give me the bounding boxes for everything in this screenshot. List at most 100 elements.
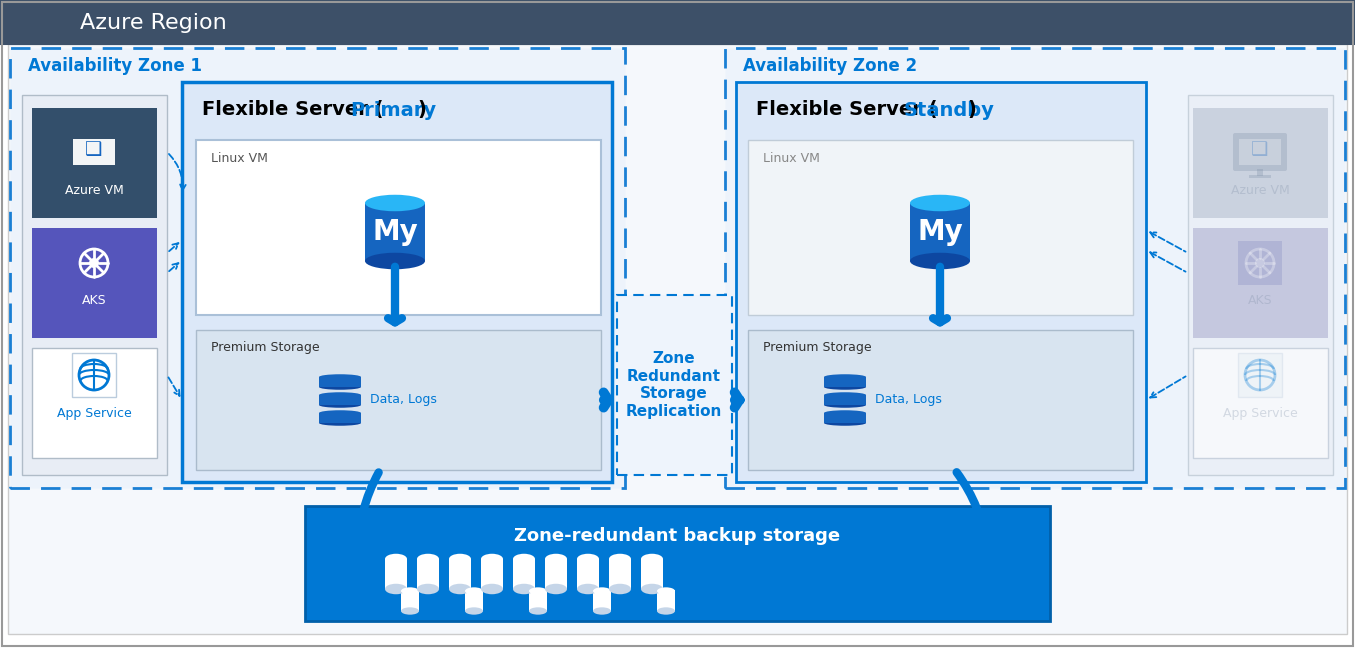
Text: My: My: [373, 218, 417, 246]
Ellipse shape: [385, 554, 406, 564]
Bar: [1192, 108, 1328, 218]
Text: Premium Storage: Premium Storage: [211, 341, 320, 354]
Bar: [22, 95, 167, 475]
Bar: [1238, 139, 1280, 165]
Bar: [449, 559, 472, 589]
Bar: [824, 377, 866, 387]
Bar: [736, 82, 1146, 482]
Text: Data, Logs: Data, Logs: [370, 393, 436, 406]
Ellipse shape: [657, 587, 675, 595]
Bar: [465, 590, 482, 611]
FancyBboxPatch shape: [1233, 133, 1287, 171]
Ellipse shape: [318, 421, 360, 426]
Bar: [824, 413, 866, 423]
Ellipse shape: [545, 554, 566, 564]
Bar: [33, 108, 157, 218]
Circle shape: [89, 258, 99, 268]
Bar: [182, 82, 612, 482]
Ellipse shape: [364, 195, 425, 211]
Ellipse shape: [608, 554, 631, 564]
Bar: [617, 295, 732, 475]
Ellipse shape: [657, 607, 675, 615]
Text: Azure Region: Azure Region: [80, 13, 226, 33]
Bar: [641, 559, 663, 589]
Text: ❑: ❑: [1251, 141, 1268, 159]
Ellipse shape: [401, 587, 419, 595]
Ellipse shape: [417, 584, 439, 594]
Ellipse shape: [449, 554, 472, 564]
Ellipse shape: [465, 587, 482, 595]
Bar: [9, 48, 625, 488]
Bar: [577, 559, 599, 589]
Bar: [364, 203, 425, 261]
Ellipse shape: [318, 384, 360, 389]
Bar: [318, 377, 360, 387]
Circle shape: [1255, 258, 1266, 268]
Bar: [748, 330, 1133, 470]
Bar: [824, 395, 866, 405]
Ellipse shape: [318, 410, 360, 416]
Text: App Service: App Service: [57, 406, 131, 419]
Ellipse shape: [641, 554, 663, 564]
Bar: [1238, 241, 1282, 285]
Text: Azure VM: Azure VM: [65, 183, 123, 196]
Bar: [1257, 169, 1263, 176]
Bar: [545, 559, 566, 589]
Text: ): ): [417, 100, 425, 119]
Text: Availability Zone 1: Availability Zone 1: [28, 57, 202, 75]
Text: AKS: AKS: [81, 294, 106, 308]
Ellipse shape: [364, 253, 425, 270]
Bar: [385, 559, 406, 589]
Bar: [196, 140, 602, 315]
Ellipse shape: [824, 410, 866, 416]
Ellipse shape: [577, 554, 599, 564]
Bar: [1249, 175, 1271, 178]
Bar: [91, 169, 98, 176]
Text: Premium Storage: Premium Storage: [763, 341, 871, 354]
Bar: [318, 395, 360, 405]
Ellipse shape: [824, 392, 866, 398]
Ellipse shape: [911, 195, 970, 211]
Bar: [528, 590, 547, 611]
Ellipse shape: [318, 392, 360, 398]
Text: Standby: Standby: [904, 100, 995, 119]
Bar: [196, 330, 602, 470]
Bar: [593, 590, 611, 611]
Text: App Service: App Service: [1222, 406, 1297, 419]
Bar: [73, 139, 115, 165]
Bar: [305, 506, 1050, 621]
Ellipse shape: [528, 587, 547, 595]
Bar: [33, 228, 157, 338]
Bar: [1188, 95, 1333, 475]
Ellipse shape: [318, 375, 360, 380]
Ellipse shape: [824, 384, 866, 389]
Ellipse shape: [911, 253, 970, 270]
Bar: [72, 241, 117, 285]
Ellipse shape: [385, 584, 406, 594]
Ellipse shape: [824, 421, 866, 426]
Ellipse shape: [449, 584, 472, 594]
Text: Azure VM: Azure VM: [1230, 183, 1290, 196]
Ellipse shape: [545, 584, 566, 594]
Text: Flexible Server (: Flexible Server (: [756, 100, 938, 119]
Text: Linux VM: Linux VM: [763, 152, 820, 165]
Bar: [608, 559, 631, 589]
Text: Availability Zone 2: Availability Zone 2: [743, 57, 917, 75]
Ellipse shape: [824, 402, 866, 408]
Text: Linux VM: Linux VM: [211, 152, 268, 165]
Bar: [417, 559, 439, 589]
Bar: [0, 0, 1355, 44]
Bar: [481, 559, 503, 589]
Text: Primary: Primary: [350, 100, 436, 119]
Ellipse shape: [641, 584, 663, 594]
Bar: [514, 559, 535, 589]
Bar: [83, 175, 104, 178]
Ellipse shape: [577, 584, 599, 594]
Ellipse shape: [481, 584, 503, 594]
Bar: [33, 348, 157, 458]
Ellipse shape: [481, 554, 503, 564]
Ellipse shape: [417, 554, 439, 564]
Text: My: My: [917, 218, 963, 246]
Text: Data, Logs: Data, Logs: [875, 393, 942, 406]
Bar: [318, 413, 360, 423]
